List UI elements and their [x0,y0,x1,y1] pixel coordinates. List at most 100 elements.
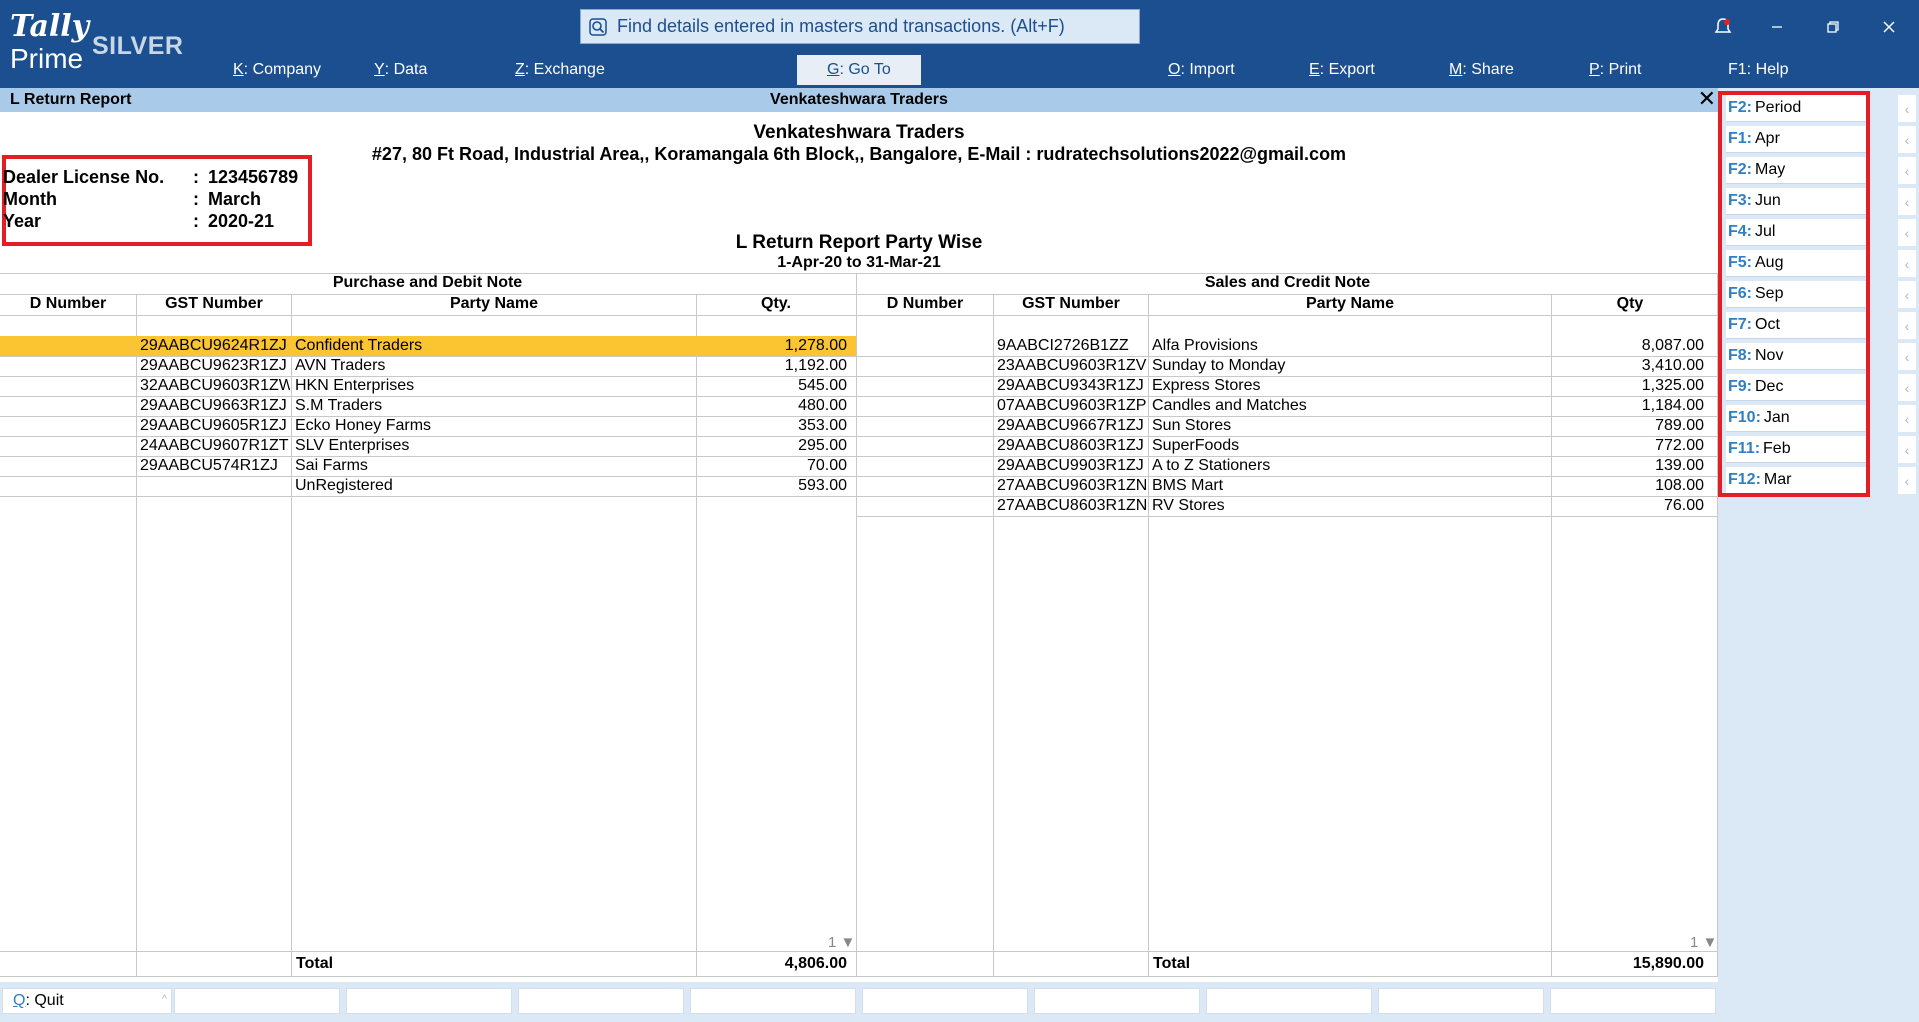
period-button-nov[interactable]: F8: Nov [1726,343,1866,370]
button-label: Oct [1755,316,1780,333]
menu-key: K [233,61,244,78]
purchase-table-row[interactable]: 29AABCU9605R1ZJ Ecko Honey Farms 353.00 [0,416,856,436]
menu-key: M [1449,61,1463,78]
sales-table-row[interactable]: 29AABCU8603R1ZJ SuperFoods 772.00 [857,436,1718,456]
dealer-value: 2020-21 [208,211,275,231]
chevron-left-icon[interactable]: ‹ [1898,126,1916,153]
menu-import[interactable]: O: Import [1168,61,1235,78]
party-name-cell: HKN Enterprises [295,377,415,394]
page-number: 1 [1690,934,1699,951]
period-button-may[interactable]: F2: May [1726,157,1866,184]
chevron-left-icon[interactable]: ‹ [1898,157,1916,184]
purchase-table-row[interactable]: 24AABCU9607R1ZT SLV Enterprises 295.00 [0,436,856,456]
empty-button-slot[interactable] [1034,988,1200,1014]
qty-cell: 1,325.00 [1641,377,1704,394]
chevron-left-icon[interactable]: ‹ [1898,219,1916,246]
menu-label: Help [1755,61,1789,78]
sales-table-row[interactable]: 9AABCI2726B1ZZ Alfa Provisions 8,087.00 [857,336,1718,356]
empty-button-slot[interactable] [346,988,512,1014]
chevron-left-icon[interactable]: ‹ [1898,436,1916,463]
row-divider [0,376,856,377]
row-divider [857,416,1718,417]
dealer-info-box [2,155,312,246]
purchase-table-row[interactable]: 32AABCU9603R1ZW HKN Enterprises 545.00 [0,376,856,396]
party-name-cell: Express Stores [1152,377,1261,394]
column-divider [1551,294,1552,977]
purchase-table-row[interactable]: 29AABCU9624R1ZJ Confident Traders 1,278.00 [0,336,856,356]
sales-table-row[interactable]: 29AABCU9343R1ZJ Express Stores 1,325.00 [857,376,1718,396]
empty-button-slot[interactable] [690,988,856,1014]
search-bar[interactable]: Find details entered in masters and tran… [580,9,1140,44]
empty-button-slot[interactable] [1550,988,1716,1014]
sales-table-row[interactable]: 29AABCU9667R1ZJ Sun Stores 789.00 [857,416,1718,436]
chevron-left-icon[interactable]: ‹ [1898,467,1916,494]
period-button-oct[interactable]: F7: Oct [1726,312,1866,339]
button-key: F4: [1728,223,1752,240]
chevron-left-icon[interactable]: ‹ [1898,188,1916,215]
menu-export[interactable]: E: Export [1309,61,1375,78]
close-report-icon[interactable]: ✕ [1697,86,1716,111]
empty-button-slot[interactable] [862,988,1028,1014]
period-button-apr[interactable]: F1: Apr [1726,126,1866,153]
menu-go-to[interactable]: G: Go To [797,55,921,85]
menu-share[interactable]: M: Share [1449,61,1514,78]
chevron-left-icon[interactable]: ‹ [1898,343,1916,370]
minimize-icon[interactable] [1764,14,1790,40]
menu-company[interactable]: K: Company [233,61,322,78]
button-label: Aug [1755,254,1784,271]
gst-number-cell: 27AABCU9603R1ZN [997,477,1147,494]
sales-table-row[interactable]: 27AABCU9603R1ZN BMS Mart 108.00 [857,476,1718,496]
chevron-left-icon[interactable]: ‹ [1898,312,1916,339]
report-table: Purchase and Debit Note Sales and Credit… [0,273,1718,977]
chevron-left-icon[interactable]: ‹ [1898,281,1916,308]
menu-print[interactable]: P: Print [1589,61,1642,78]
menu-data[interactable]: Y: Data [374,61,428,78]
menu-key: E [1309,61,1320,78]
button-label: Sep [1755,285,1784,302]
close-window-icon[interactable] [1876,14,1902,40]
dealer-label: Dealer License No. [3,167,165,187]
menu-help[interactable]: F1: Help [1728,61,1789,78]
dealer-colon: : [193,211,199,231]
column-divider [993,294,994,977]
sales-table-row[interactable]: 07AABCU9603R1ZP Candles and Matches 1,184.… [857,396,1718,416]
notification-bell-icon[interactable] [1710,14,1736,40]
menu-exchange[interactable]: Z: Exchange [515,61,605,78]
period-button-jun[interactable]: F3: Jun [1726,188,1866,215]
sales-table-row[interactable]: 29AABCU9903R1ZJ A to Z Stationers 139.00 [857,456,1718,476]
period-button-aug[interactable]: F5: Aug [1726,250,1866,277]
empty-button-slot[interactable] [518,988,684,1014]
row-divider [0,436,856,437]
gst-number-cell: 29AABCU9605R1ZJ [140,417,287,434]
period-button-dec[interactable]: F9: Dec [1726,374,1866,401]
restore-icon[interactable] [1820,14,1846,40]
period-button-sep[interactable]: F6: Sep [1726,281,1866,308]
gst-number-cell: 29AABCU9903R1ZJ [997,457,1144,474]
empty-button-slot[interactable] [1378,988,1544,1014]
purchase-table-row[interactable]: 29AABCU9663R1ZJ S.M Traders 480.00 [0,396,856,416]
sales-table-row[interactable]: 23AABCU9603R1ZV Sunday to Monday 3,410.00 [857,356,1718,376]
row-divider [0,356,856,357]
quit-button[interactable]: Q: Quit ^ [2,988,172,1014]
quit-text: : Quit [25,992,64,1009]
chevron-left-icon[interactable]: ‹ [1898,250,1916,277]
period-button-feb[interactable]: F11: Feb [1726,436,1866,463]
gst-number-cell: 29AABCU9343R1ZJ [997,377,1144,394]
gst-number-cell: 27AABCU8603R1ZN [997,497,1147,514]
period-button-jul[interactable]: F4: Jul [1726,219,1866,246]
chevron-left-icon[interactable]: ‹ [1898,405,1916,432]
purchase-table-row[interactable]: 29AABCU574R1ZJ Sai Farms 70.00 [0,456,856,476]
gst-number-cell: 24AABCU9607R1ZT [140,437,289,454]
menu-label: Exchange [533,61,605,78]
period-button-jan[interactable]: F10: Jan [1726,405,1866,432]
purchase-table-row[interactable]: UnRegistered 593.00 [0,476,856,496]
report-period: 1-Apr-20 to 31-Mar-21 [777,254,941,271]
empty-button-slot[interactable] [1206,988,1372,1014]
purchase-table-row[interactable]: 29AABCU9623R1ZJ AVN Traders 1,192.00 [0,356,856,376]
chevron-left-icon[interactable]: ‹ [1898,95,1916,122]
row-divider [857,356,1718,357]
sales-table-row[interactable]: 27AABCU8603R1ZN RV Stores 76.00 [857,496,1718,516]
empty-button-slot[interactable] [174,988,340,1014]
period-button-period[interactable]: F2: Period [1726,95,1866,122]
chevron-left-icon[interactable]: ‹ [1898,374,1916,401]
